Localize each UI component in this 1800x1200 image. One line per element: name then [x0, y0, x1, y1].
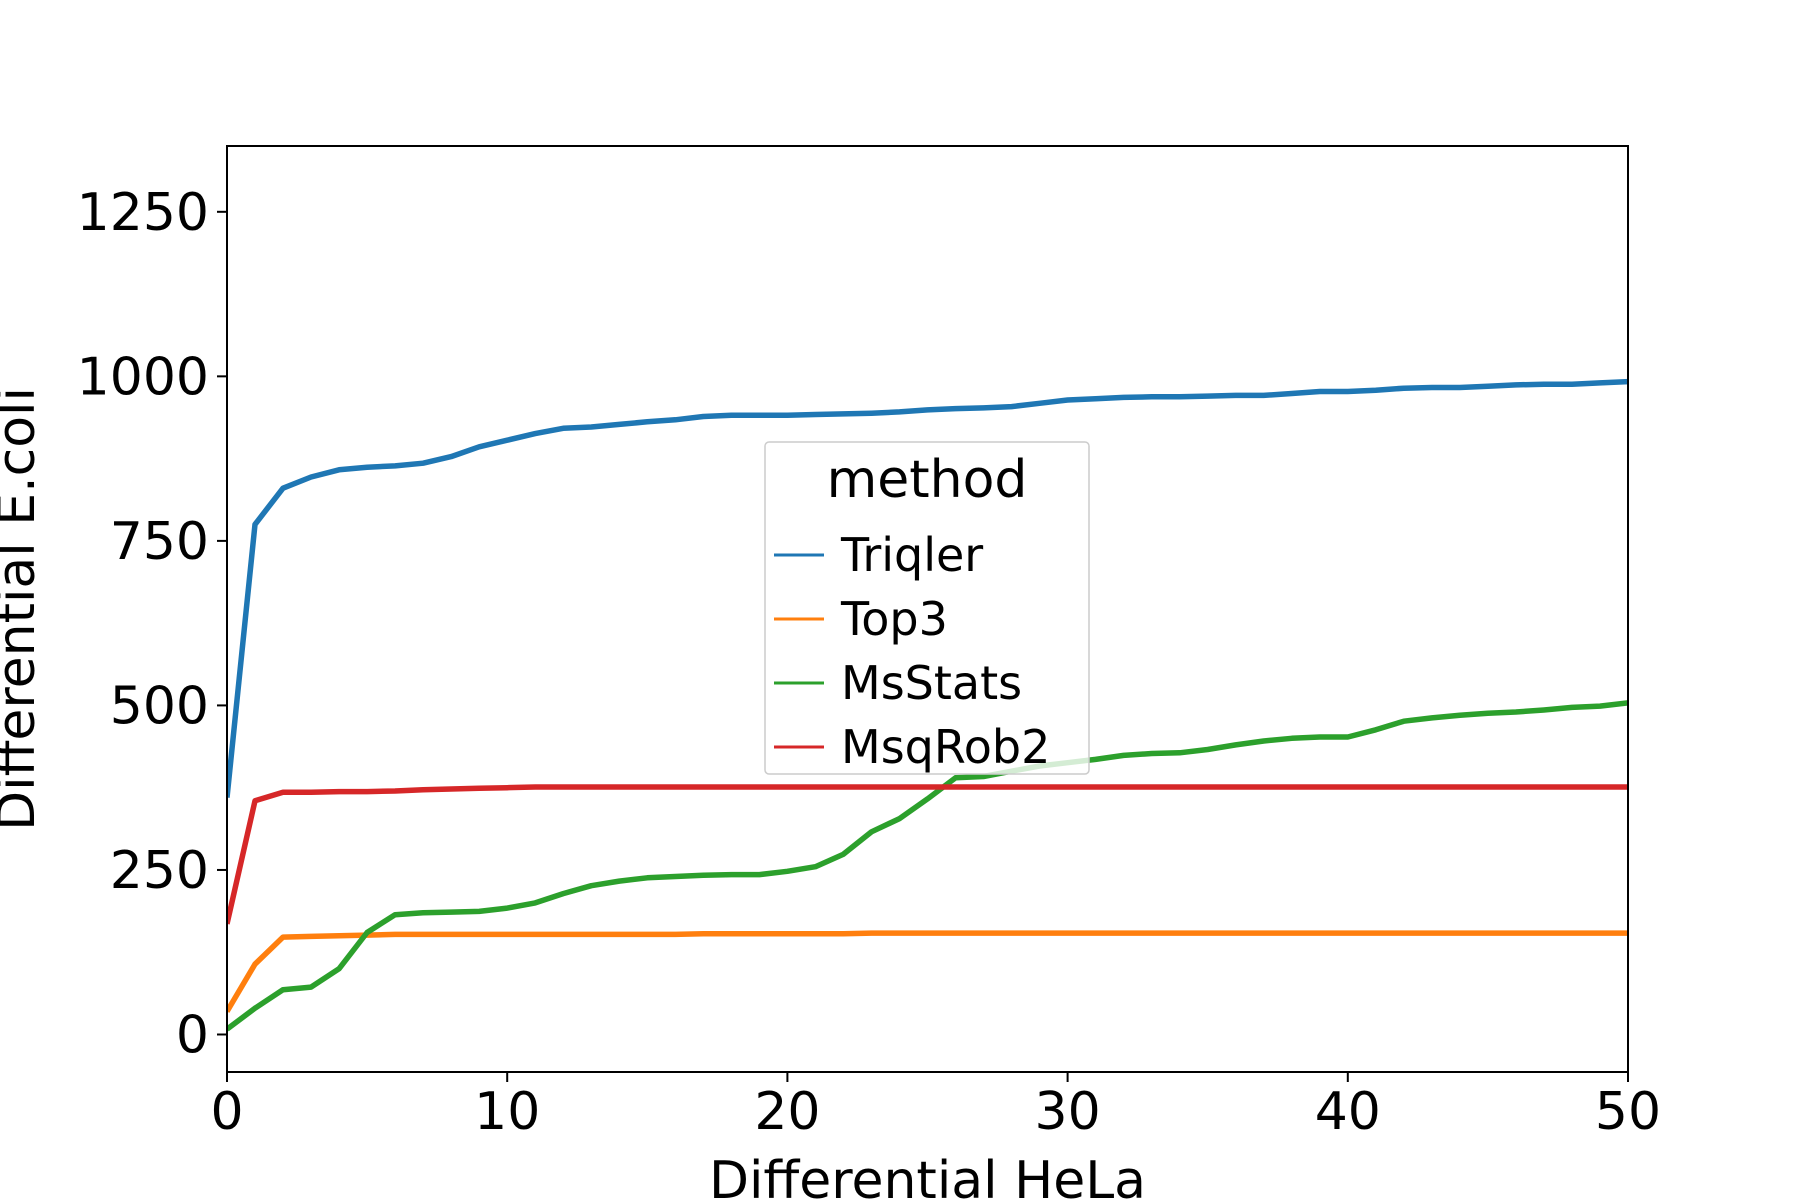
series-line-msqrob2: [227, 784, 1628, 925]
x-tick-label: 20: [754, 1082, 820, 1142]
series-line-top3: [227, 930, 1628, 1013]
legend: method Triqler Top3 MsStats MsqRob2: [764, 441, 1090, 775]
y-axis-label: Differential E.coli: [0, 387, 47, 831]
y-tick-label: 0: [176, 1005, 209, 1065]
x-tick-label: 10: [474, 1082, 540, 1142]
x-axis: 0 10 20 30 40 50: [210, 1072, 1661, 1142]
series-line-triqler: [227, 378, 1628, 798]
legend-label-msqrob2: MsqRob2: [841, 720, 1050, 774]
y-tick-label: 500: [110, 676, 209, 736]
x-tick-label: 40: [1315, 1082, 1381, 1142]
y-tick-label: 750: [110, 512, 209, 572]
legend-items: Triqler Top3 MsStats MsqRob2: [774, 528, 1050, 774]
series-layer: [227, 378, 1628, 1032]
x-axis-label: Differential HeLa: [709, 1151, 1146, 1200]
series-line-msstats: [227, 700, 1628, 1032]
legend-label-msstats: MsStats: [841, 656, 1022, 710]
x-tick-label: 30: [1035, 1082, 1101, 1142]
legend-label-triqler: Triqler: [840, 528, 983, 582]
legend-title: method: [827, 450, 1028, 510]
y-axis: 0 250 500 750 1000 1250: [77, 183, 227, 1065]
y-tick-label: 250: [110, 841, 209, 901]
y-tick-label: 1250: [77, 183, 209, 243]
legend-box: [764, 441, 1090, 775]
y-tick-label: 1000: [77, 347, 209, 407]
x-tick-label: 0: [210, 1082, 243, 1142]
legend-label-top3: Top3: [840, 592, 948, 646]
plot-frame: [226, 145, 1629, 1073]
x-tick-label: 50: [1595, 1082, 1661, 1142]
